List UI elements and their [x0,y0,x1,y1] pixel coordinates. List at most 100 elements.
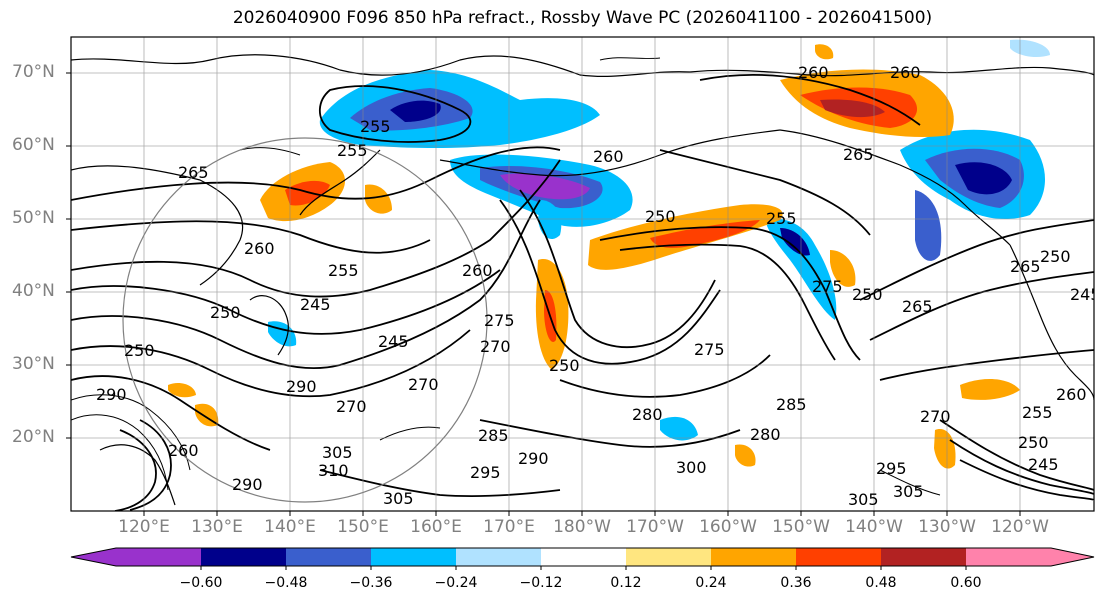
colorbar-swatch [966,548,1051,566]
contour-label: 250 [1040,247,1071,266]
contour-label: 250 [1018,433,1049,452]
contour-label: 260 [168,441,199,460]
contour-label: 280 [632,405,663,424]
contour-label: 280 [750,425,781,444]
contour-label: 310 [318,461,349,480]
colorbar-swatch [626,548,711,566]
negative-anomaly-shading [268,39,1050,441]
contour-label: 245 [378,332,409,351]
contour-label: 260 [890,63,921,82]
colorbar-tick-label: −0.60 [179,575,223,591]
reference-circle [122,137,488,503]
colorbar-tick-label: −0.12 [519,575,563,591]
contour-label: 275 [484,311,515,330]
lon-label: 130°W [918,517,976,537]
lat-label: 30°N [12,354,55,374]
contour-label: 285 [478,426,509,445]
contour-label: 265 [1010,257,1041,276]
contour-label: 250 [549,356,580,375]
colorbar-swatch [371,548,456,566]
colorbar-swatch [796,548,881,566]
colorbar-tick-label: −0.24 [434,575,478,591]
colorbar-tick-label: −0.48 [264,575,308,591]
colorbar-high-extend [1051,548,1094,566]
colorbar-swatch [201,548,286,566]
contour-label: 290 [518,449,549,468]
colorbar-swatch [286,548,371,566]
contour-label: 255 [766,209,797,228]
contour-label: 295 [470,463,501,482]
contour-labels: 265 255 255 260 265 260 255 250 245 250 … [96,63,1101,509]
colorbar [70,547,1095,570]
contour-label: 275 [694,340,725,359]
lon-label: 170°E [483,517,535,537]
contour-label: 255 [337,141,368,160]
lat-label: 60°N [12,135,55,155]
contour-label: 260 [1056,385,1087,404]
colorbar-tick-label: 0.60 [950,575,982,591]
contour-label: 265 [843,145,874,164]
colorbar-swatch [116,548,201,566]
contour-label: 255 [360,117,391,136]
contour-label: 260 [244,239,275,258]
lon-label: 140°W [845,517,903,537]
positive-anomaly-shading [168,44,1020,469]
contour-label: 270 [408,375,439,394]
lon-label: 130°E [191,517,243,537]
lat-label: 70°N [12,62,55,82]
colorbar-outline [70,547,1095,567]
contour-label: 250 [645,207,676,226]
contour-label: 255 [1022,403,1053,422]
contour-label: 255 [328,261,359,280]
map-title: 2026040900 F096 850 hPa refract., Rossby… [232,8,933,28]
contour-label: 300 [676,458,707,477]
lon-label: 170°W [626,517,684,537]
colorbar-tick-label: 0.12 [610,575,642,591]
colorbar-tick-label: 0.36 [780,575,812,591]
contour-label: 245 [1070,285,1101,304]
lon-label: 150°W [772,517,830,537]
contour-label: 290 [286,377,317,396]
lat-label: 50°N [12,208,55,228]
contour-label: 270 [336,397,367,416]
colorbar-tick-label: −0.36 [349,575,393,591]
lon-label: 160°W [699,517,757,537]
contour-label: 260 [798,63,829,82]
contour-label: 250 [210,303,241,322]
lat-label: 20°N [12,427,55,447]
contour-label: 305 [322,443,353,462]
contour-label: 250 [124,341,155,360]
contour-label: 295 [876,459,907,478]
contour-label: 260 [462,261,493,280]
contour-label: 270 [920,407,951,426]
contour-label: 245 [300,295,331,314]
lat-label: 40°N [12,281,55,301]
colorbar-swatch [711,548,796,566]
contour-label: 305 [893,482,924,501]
lon-label: 120°W [991,517,1049,537]
contour-label: 305 [383,489,414,508]
colorbar-swatch [541,548,626,566]
lon-label: 180°W [553,517,611,537]
lon-label: 120°E [118,517,170,537]
colorbar-tick-label: 0.48 [865,575,897,591]
contour-label: 250 [852,285,883,304]
colorbar-tick-label: 0.24 [695,575,727,591]
contour-label: 290 [232,475,263,494]
contour-label: 270 [480,337,511,356]
colorbar-low-extend [71,548,116,566]
contour-label: 245 [1028,455,1059,474]
contour-label: 265 [178,163,209,182]
contour-label: 275 [812,277,843,296]
contour-label: 305 [848,490,879,509]
refractivity-contours [71,73,1094,511]
contour-label: 290 [96,385,127,404]
axis-ticks [66,72,1021,516]
coastlines [71,54,1094,506]
colorbar-swatch [456,548,541,566]
contour-label: 265 [902,297,933,316]
lon-label: 150°E [337,517,389,537]
contour-label: 260 [593,147,624,166]
lon-label: 160°E [410,517,462,537]
